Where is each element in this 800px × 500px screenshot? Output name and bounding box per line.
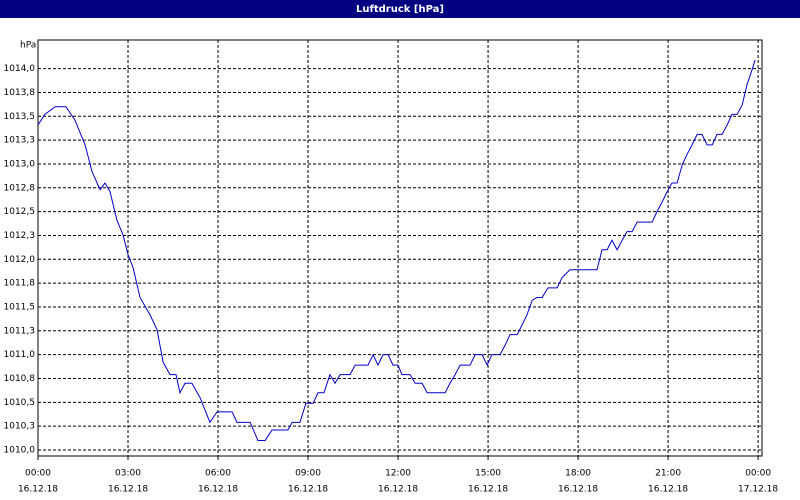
y-tick-label: 1012,3 [4, 231, 36, 241]
x-tick-label: 12:00 [385, 469, 411, 479]
chart-title: Luftdruck [hPa] [356, 4, 444, 15]
x-tick-date: 16.12.18 [468, 485, 508, 495]
y-tick-label: 1010,5 [4, 398, 36, 408]
y-tick-label: 1012,0 [4, 255, 36, 265]
x-tick-label: 06:00 [205, 469, 231, 479]
x-tick-date: 16.12.18 [108, 485, 148, 495]
y-axis-label: hPa [20, 41, 36, 51]
x-tick-label: 15:00 [475, 469, 501, 479]
x-tick-label: 00:00 [25, 469, 51, 479]
x-tick-date: 16.12.18 [198, 485, 238, 495]
x-tick-date: 16.12.18 [378, 485, 418, 495]
y-tick-label: 1013,3 [4, 136, 36, 146]
x-tick-label: 00:00 [745, 469, 771, 479]
x-tick-date: 16.12.18 [558, 485, 598, 495]
y-tick-label: 1013,5 [4, 112, 36, 122]
y-tick-label: 1011,3 [4, 326, 36, 336]
y-tick-label: 1011,0 [4, 350, 36, 360]
x-tick-label: 21:00 [655, 469, 681, 479]
title-bar [0, 0, 800, 18]
y-tick-label: 1010,8 [4, 374, 36, 384]
x-tick-date: 16.12.18 [18, 485, 58, 495]
y-tick-label: 1014,0 [4, 64, 36, 74]
data-line [37, 59, 756, 441]
y-tick-label: 1013,0 [4, 159, 36, 169]
x-tick-label: 03:00 [115, 469, 141, 479]
y-tick-label: 1012,8 [4, 183, 36, 193]
x-tick-date: 16.12.18 [288, 485, 328, 495]
x-tick-date: 16.12.18 [648, 485, 688, 495]
x-tick-label: 09:00 [295, 469, 321, 479]
y-tick-label: 1013,8 [4, 88, 36, 98]
y-tick-label: 1010,3 [4, 422, 36, 432]
y-tick-label: 1012,5 [4, 207, 36, 217]
y-tick-label: 1011,5 [4, 302, 36, 312]
y-tick-label: 1011,8 [4, 279, 36, 289]
plot-frame [37, 39, 763, 457]
x-tick-date: 17.12.18 [738, 485, 778, 495]
x-tick-label: 18:00 [565, 469, 591, 479]
y-tick-label: 1010,0 [4, 445, 36, 455]
